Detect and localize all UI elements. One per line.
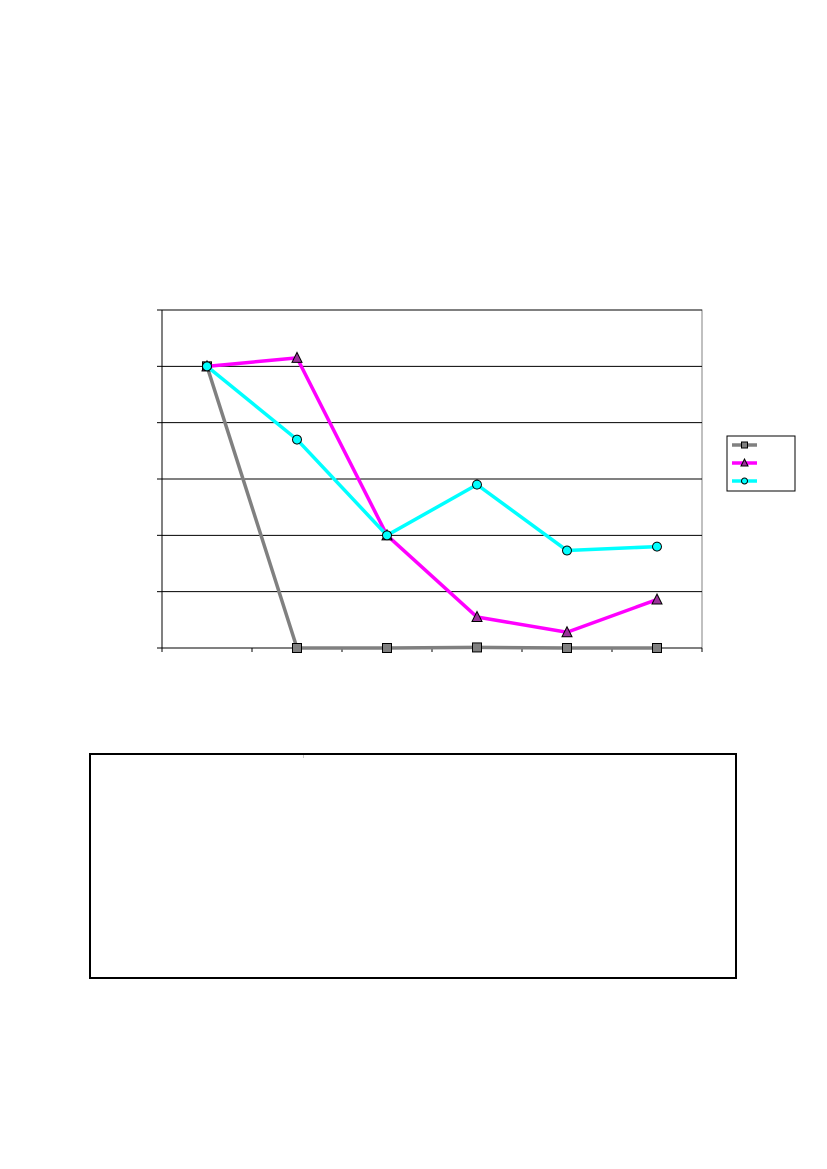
series-2-point — [471, 610, 483, 623]
series-1 — [202, 361, 662, 653]
series-1-point — [562, 643, 572, 653]
series-1-point — [652, 643, 662, 653]
line-chart — [157, 309, 796, 653]
series-2-line — [206, 356, 658, 634]
series-1-point — [292, 643, 302, 653]
legend-swatch-marker — [740, 457, 749, 467]
series-3-point — [382, 530, 392, 541]
series-1-point — [472, 642, 482, 653]
series-2-point — [561, 625, 573, 638]
series-3 — [202, 361, 662, 556]
series-3-point — [472, 479, 482, 490]
series-2-point — [651, 592, 663, 605]
box-divider — [303, 755, 304, 758]
axes — [157, 309, 703, 652]
series-3-line — [205, 364, 658, 553]
series-3-point — [652, 541, 662, 552]
series-2-point — [291, 351, 303, 363]
legend-swatch-marker — [741, 477, 748, 485]
legend-swatch-marker — [741, 441, 748, 449]
series-2 — [201, 351, 663, 638]
series-3-point — [292, 434, 302, 445]
series-3-point — [202, 361, 212, 372]
series-3-point — [562, 545, 572, 556]
series-1-point — [382, 643, 392, 653]
empty-table-box — [89, 753, 737, 979]
series-group — [201, 351, 663, 653]
series-1-line — [205, 365, 657, 650]
legend — [726, 435, 796, 492]
